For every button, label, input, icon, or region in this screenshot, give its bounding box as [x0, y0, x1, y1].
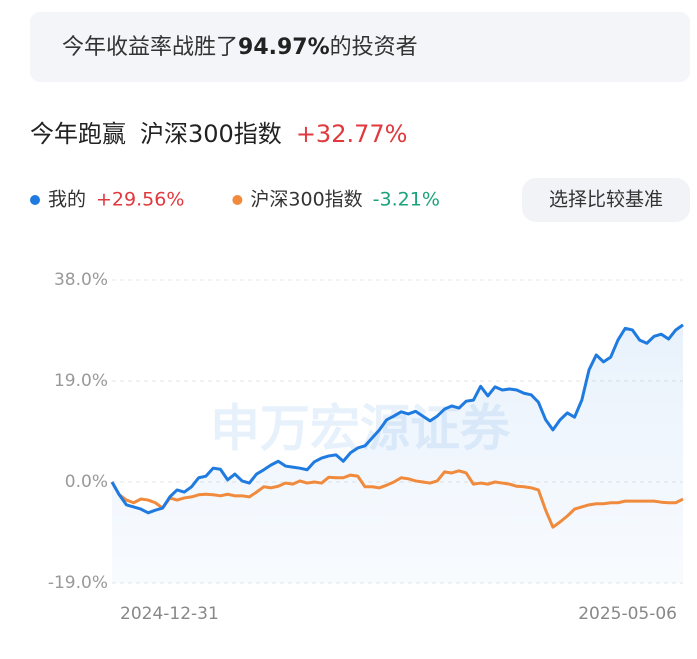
compare-button-label[interactable]: 选择比较基准 [549, 189, 663, 211]
legend-name: 我的 [48, 189, 86, 211]
legend-name: 沪深300指数 [250, 189, 362, 211]
legend-dot [232, 195, 243, 205]
y-tick-label: 38.0% [54, 270, 108, 290]
legend-value: +29.56% [96, 189, 184, 211]
y-tick-label: 0.0% [65, 472, 108, 492]
x-tick-label: 2025-05-06 [578, 604, 677, 624]
area-fill [112, 324, 683, 583]
banner-suffix: 的投资者 [330, 35, 418, 60]
banner-prefix: 今年收益率战胜了 [62, 35, 238, 60]
banner: 今年收益率战胜了94.97%的投资者 [62, 35, 418, 60]
x-tick-label: 2024-12-31 [120, 604, 219, 624]
series-line [110, 469, 684, 529]
header-excess: +32.77% [296, 120, 408, 148]
series-line [110, 323, 684, 515]
banner-bg [30, 12, 690, 82]
y-tick-label: -19.0% [48, 573, 108, 593]
plot: -19.0% 0.0% 19.0% 38.0% 2024-12-31 2025-05-06 [48, 270, 684, 624]
legend: 我的 +29.56% 沪深300指数 -3.21% [30, 189, 440, 211]
compare-button[interactable] [522, 178, 690, 222]
y-tick-label: 19.0% [54, 371, 108, 391]
legend-dot [30, 195, 40, 205]
banner-percent: 94.97% [238, 35, 330, 60]
header-benchmark: 沪深300指数 [140, 120, 282, 148]
header-title: 今年跑赢 [30, 120, 126, 148]
header: 今年跑赢 沪深300指数 +32.77% [30, 120, 407, 148]
legend-value: -3.21% [373, 189, 440, 211]
